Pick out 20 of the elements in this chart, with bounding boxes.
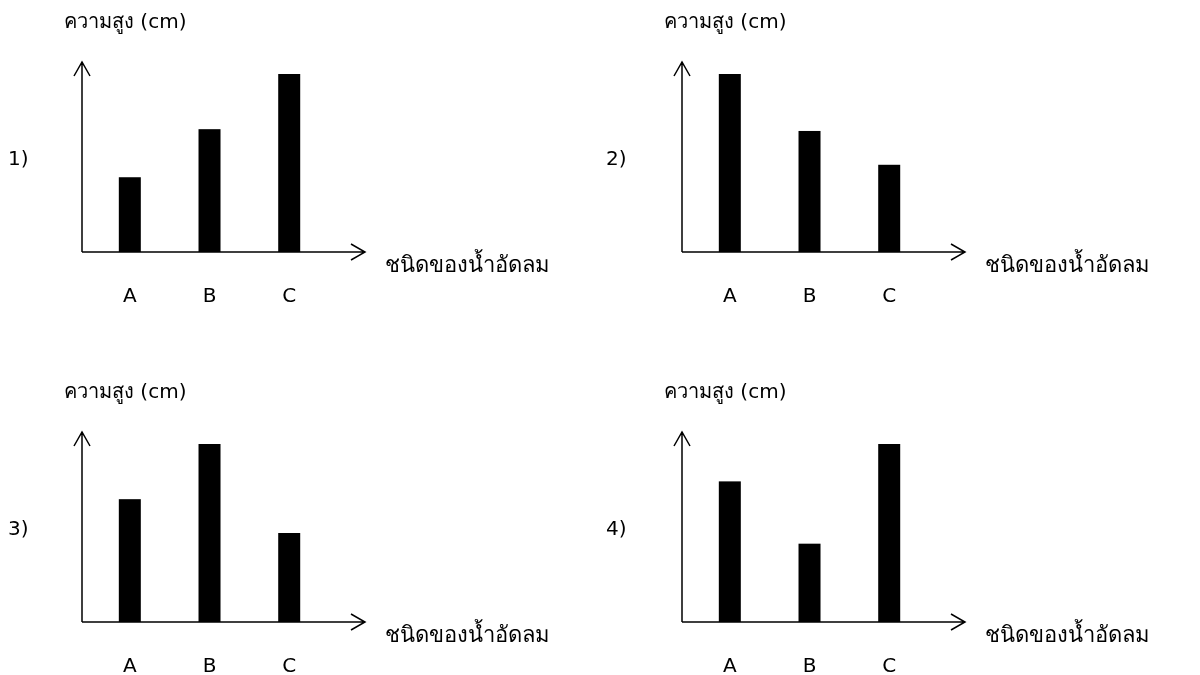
category-label: A — [722, 653, 737, 675]
category-label: C — [282, 283, 297, 305]
category-label: A — [122, 283, 137, 305]
panel-label: 1) — [8, 146, 29, 170]
panel-label: 4) — [606, 516, 627, 540]
category-label: B — [802, 653, 817, 675]
category-label: C — [282, 653, 297, 675]
category-label: A — [722, 283, 737, 305]
ylabel: ความสูง (cm) — [64, 9, 187, 33]
category-label: A — [122, 653, 137, 675]
category-label: B — [202, 283, 217, 305]
category-label: C — [882, 283, 897, 305]
panel-label: 2) — [606, 146, 627, 170]
panel-label: 3) — [8, 516, 29, 540]
category-label: B — [202, 653, 217, 675]
ylabel: ความสูง (cm) — [64, 379, 187, 403]
category-label: C — [882, 653, 897, 675]
category-label: B — [802, 283, 817, 305]
ylabel: ความสูง (cm) — [664, 9, 787, 33]
ylabel: ความสูง (cm) — [664, 379, 787, 403]
